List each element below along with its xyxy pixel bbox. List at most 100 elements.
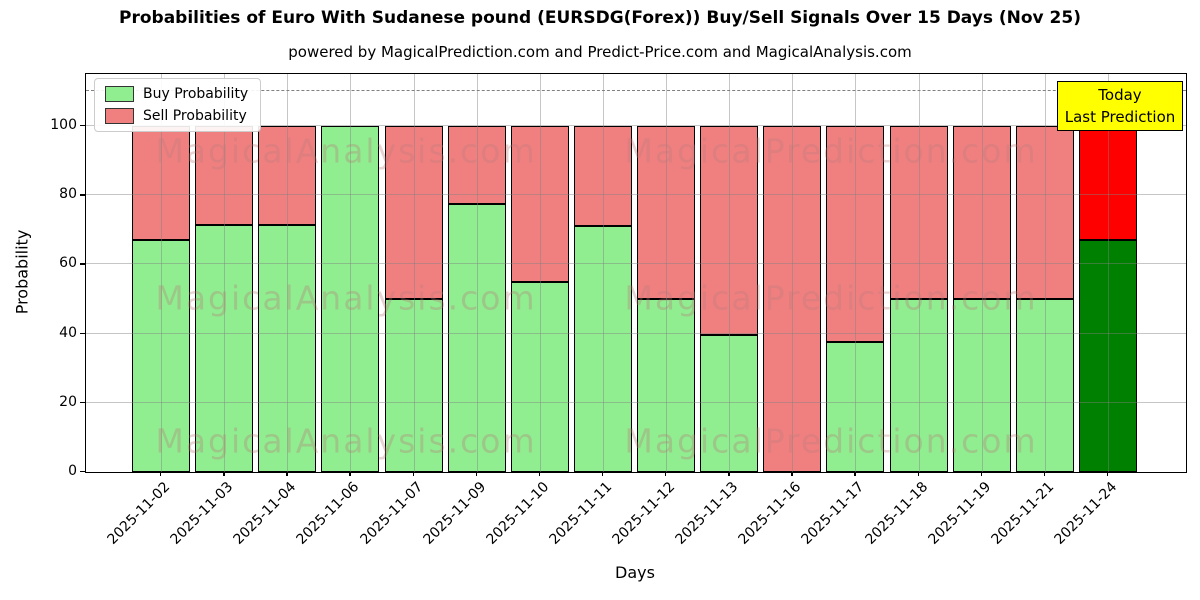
y-tick-label: 0	[68, 463, 77, 479]
x-tick-mark	[665, 471, 667, 476]
today-annotation-line1: Today	[1098, 86, 1142, 104]
bar-2025-11-19-buy-segment	[952, 298, 1011, 472]
x-tick-mark	[286, 471, 288, 476]
gridline-vertical	[729, 74, 731, 472]
bar-2025-11-16	[763, 125, 822, 472]
chart-title: Probabilities of Euro With Sudanese poun…	[119, 8, 1081, 28]
bar-2025-11-07	[384, 125, 443, 472]
bar-2025-11-02-buy-segment	[132, 240, 190, 472]
gridline-vertical	[224, 74, 226, 472]
y-tick-mark	[80, 332, 85, 334]
x-axis-label: Days	[615, 563, 655, 582]
gridline-horizontal	[86, 124, 1186, 126]
x-tick-mark	[728, 471, 730, 476]
y-tick-mark	[80, 194, 85, 196]
y-tick-label: 60	[59, 255, 77, 272]
bar-2025-11-11-sell-segment	[573, 125, 632, 227]
bar-2025-11-24-buy-segment	[1078, 240, 1137, 472]
bar-2025-11-11	[573, 125, 632, 472]
bar-2025-11-12-buy-segment	[637, 298, 696, 472]
bar-2025-11-09-sell-segment	[447, 125, 506, 204]
legend-label-sell: Sell Probability	[143, 108, 247, 124]
buy-swatch-icon	[105, 86, 134, 102]
x-tick-mark	[349, 471, 351, 476]
y-tick-label: 40	[59, 324, 77, 341]
bar-2025-11-06-buy-segment	[321, 125, 380, 472]
bar-2025-11-18-buy-segment	[889, 298, 948, 472]
y-tick-mark	[80, 124, 85, 127]
chart-subtitle: powered by MagicalPrediction.com and Pre…	[288, 43, 912, 61]
bar-2025-11-12-sell-segment	[637, 125, 696, 299]
y-axis-label: Probability	[12, 229, 32, 315]
x-tick-mark	[160, 471, 162, 476]
y-tick-label: 100	[50, 116, 77, 133]
bar-2025-11-04	[258, 125, 317, 472]
sell-swatch-icon	[105, 108, 134, 124]
x-tick-mark	[854, 471, 856, 476]
bar-2025-11-21-buy-segment	[1015, 298, 1074, 472]
bar-2025-11-17-sell-segment	[826, 125, 885, 343]
plot-area: Buy Probability Sell Probability Magical…	[85, 73, 1187, 473]
bar-2025-11-10-sell-segment	[510, 125, 569, 282]
bar-2025-11-13-buy-segment	[700, 335, 759, 472]
x-tick-mark	[601, 471, 604, 476]
bar-2025-11-18	[889, 125, 948, 472]
bar-2025-11-13-sell-segment	[700, 125, 759, 336]
gridline-vertical	[981, 74, 983, 472]
gridline-vertical	[918, 74, 920, 472]
gridline-vertical	[539, 74, 541, 472]
bar-2025-11-12	[637, 125, 696, 472]
bar-2025-11-03-buy-segment	[195, 224, 254, 472]
gridline-vertical	[413, 74, 415, 472]
today-annotation: Today Last Prediction	[1057, 81, 1183, 131]
x-tick-mark	[1106, 471, 1109, 476]
y-tick-label: 20	[59, 393, 77, 410]
legend-label-buy: Buy Probability	[143, 86, 249, 102]
bar-2025-11-09	[447, 125, 506, 472]
bar-2025-11-03-sell-segment	[195, 125, 254, 225]
x-tick-mark	[412, 471, 414, 476]
x-tick-mark	[917, 471, 919, 476]
legend-item-buy: Buy Probability	[105, 86, 248, 102]
gridline-vertical	[1044, 74, 1046, 472]
gridline-horizontal	[86, 401, 1186, 403]
bar-2025-11-24	[1078, 125, 1137, 472]
bar-2025-11-10-buy-segment	[510, 281, 569, 472]
bar-2025-11-19	[952, 125, 1011, 472]
bar-2025-11-24-sell-segment	[1078, 125, 1137, 241]
bar-2025-11-21	[1015, 125, 1074, 472]
x-tick-mark	[223, 471, 225, 476]
gridline-vertical	[161, 74, 162, 472]
gridline-vertical	[602, 74, 604, 472]
bar-2025-11-18-sell-segment	[889, 125, 948, 299]
gridline-vertical	[1107, 74, 1109, 472]
bar-2025-11-07-sell-segment	[384, 125, 443, 299]
bar-2025-11-06	[321, 125, 380, 472]
bar-2025-11-02-sell-segment	[132, 125, 190, 241]
gridline-vertical	[350, 74, 352, 472]
x-tick-mark	[538, 471, 541, 476]
gridline-vertical	[792, 74, 794, 472]
y-tick-mark	[80, 471, 85, 473]
bar-2025-11-07-buy-segment	[384, 298, 443, 472]
bar-2025-11-03	[195, 125, 254, 472]
x-tick-mark	[475, 471, 478, 476]
bar-2025-11-16-sell-segment	[763, 125, 822, 472]
bar-2025-11-09-buy-segment	[447, 203, 506, 472]
bar-2025-11-04-sell-segment	[258, 125, 317, 225]
y-tick-mark	[80, 263, 85, 265]
gridline-horizontal	[86, 194, 1186, 196]
bar-2025-11-19-sell-segment	[952, 125, 1011, 299]
x-tick-mark	[980, 471, 983, 476]
x-tick-mark	[791, 471, 793, 476]
gridline-vertical	[666, 74, 668, 472]
y-tick-mark	[80, 401, 85, 404]
bar-2025-11-11-buy-segment	[573, 226, 632, 472]
gridline-vertical	[855, 74, 857, 472]
gridline-vertical	[476, 74, 478, 472]
y-tick-label: 80	[59, 186, 77, 203]
reference-dashed-line	[86, 90, 1186, 92]
today-annotation-line2: Last Prediction	[1064, 108, 1176, 126]
bar-2025-11-17-buy-segment	[826, 342, 885, 472]
